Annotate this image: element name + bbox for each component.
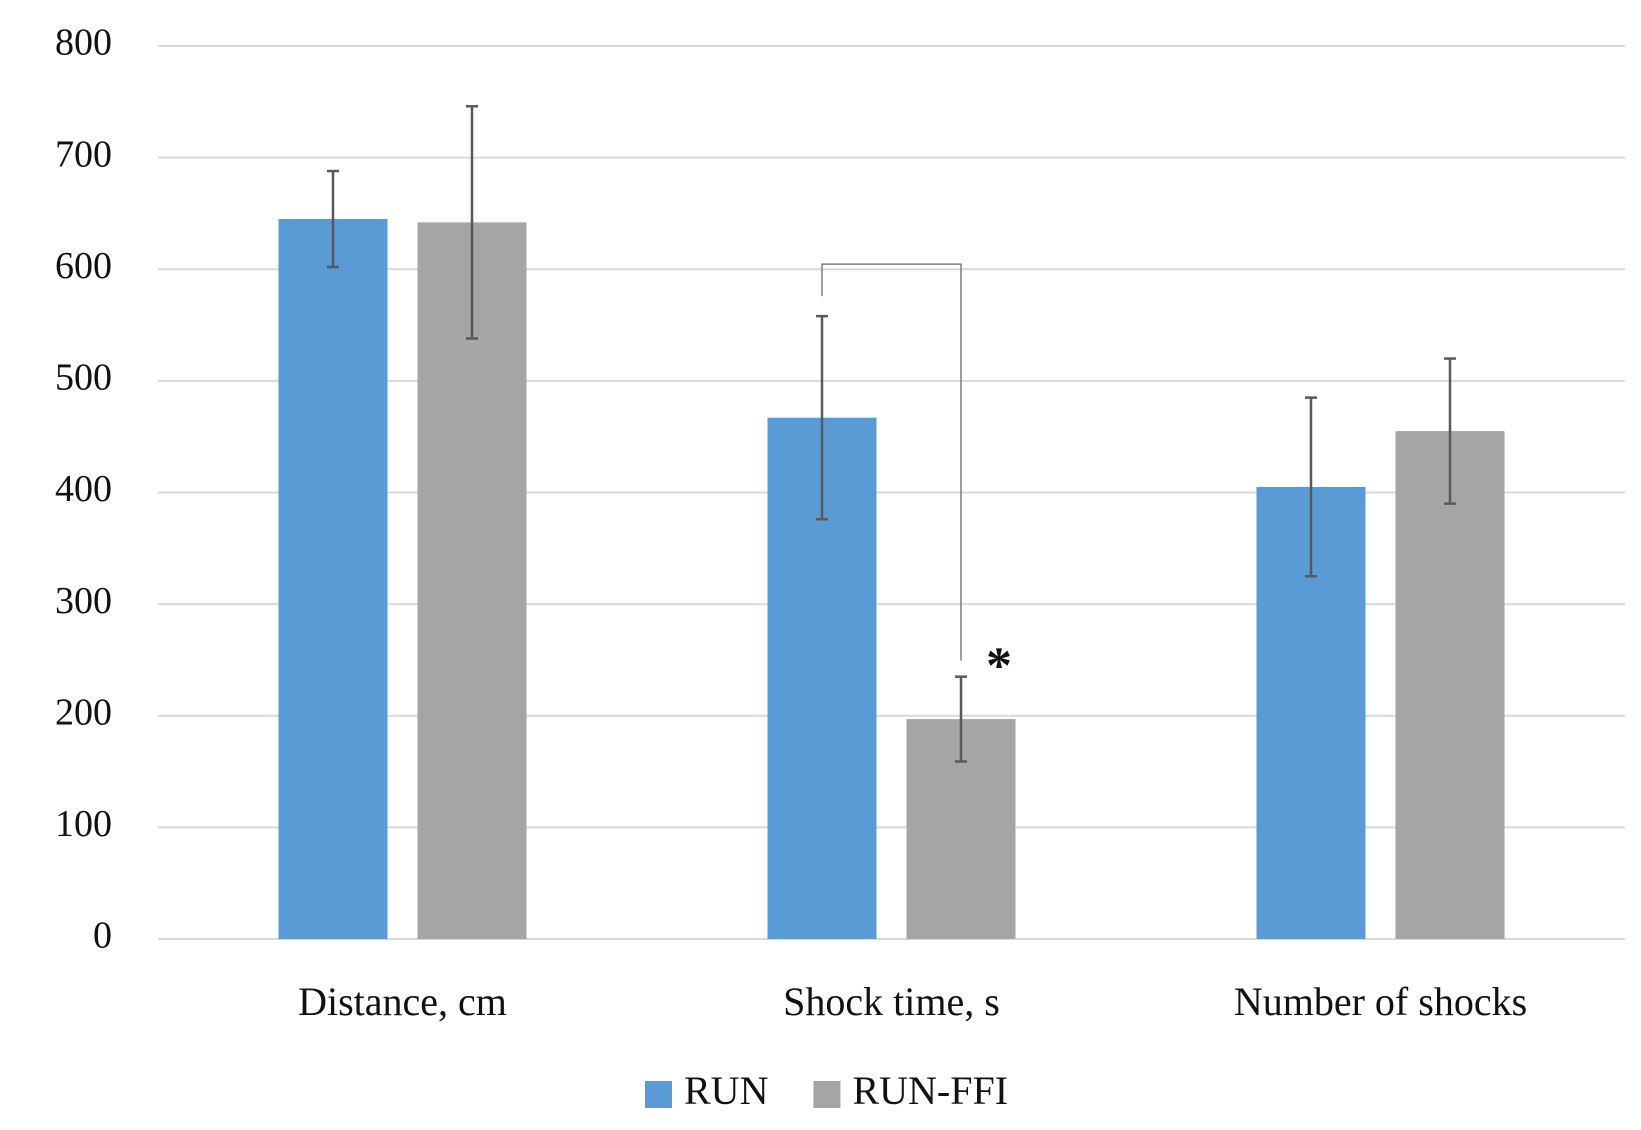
y-tick-label: 0 xyxy=(93,915,112,957)
y-tick-label: 400 xyxy=(55,468,112,510)
legend-swatch xyxy=(813,1081,841,1108)
legend-label: RUN xyxy=(684,1068,768,1113)
annotation: * xyxy=(986,638,1012,695)
legend-swatch xyxy=(645,1081,672,1108)
y-tick-label: 800 xyxy=(55,22,112,64)
legend-label: RUN-FFI xyxy=(852,1068,1008,1113)
x-tick-label: Distance, cm xyxy=(298,979,507,1024)
y-tick-label: 500 xyxy=(55,357,112,399)
y-tick-label: 700 xyxy=(55,133,112,175)
bar xyxy=(278,219,388,940)
x-tick-label: Number of shocks xyxy=(1234,979,1527,1024)
y-tick-label: 600 xyxy=(55,245,112,287)
y-tick-label: 100 xyxy=(55,803,112,845)
bar xyxy=(1395,431,1505,939)
y-tick-label: 300 xyxy=(55,580,112,622)
x-tick-label: Shock time, s xyxy=(783,979,1000,1024)
y-tick-label: 200 xyxy=(55,691,112,733)
significance-bracket xyxy=(821,263,962,661)
bar xyxy=(417,222,527,939)
